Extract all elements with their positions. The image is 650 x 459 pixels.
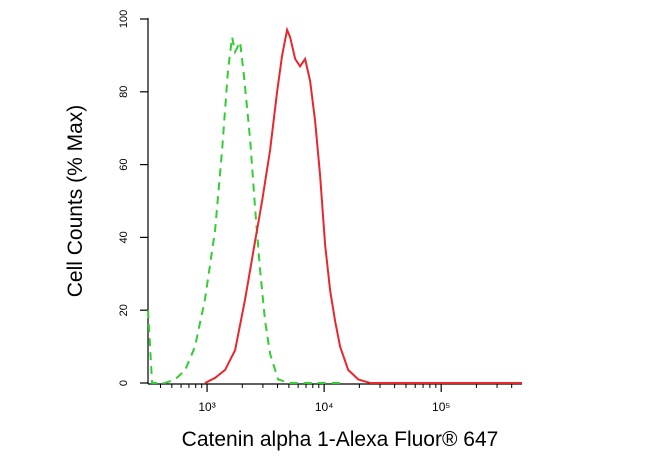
y-tick-label: 100 <box>118 10 130 28</box>
x-axis-label: Catenin alpha 1-Alexa Fluor® 647 <box>182 428 499 451</box>
y-tick-label: 20 <box>118 304 130 316</box>
histogram-line <box>204 26 522 384</box>
y-tick-label: 60 <box>118 158 130 170</box>
y-tick-label: 40 <box>118 231 130 243</box>
x-tick-label: 10⁴ <box>315 400 334 414</box>
y-tick-label: 0 <box>118 380 130 386</box>
y-tick-label: 80 <box>118 86 130 98</box>
x-tick-label: 10³ <box>198 400 215 414</box>
histogram-line <box>147 36 341 384</box>
y-axis-label: Cell Counts (% Max) <box>64 105 87 298</box>
x-tick-label: 10⁵ <box>432 400 450 414</box>
